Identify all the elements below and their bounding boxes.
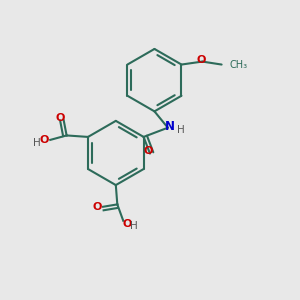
Text: O: O [144,146,153,156]
Text: O: O [56,113,65,124]
Text: N: N [165,120,175,133]
Text: O: O [196,55,206,65]
Text: O: O [39,135,48,145]
Text: H: H [33,138,41,148]
Text: O: O [92,202,102,212]
Text: O: O [122,219,131,229]
Text: H: H [177,125,185,135]
Text: CH₃: CH₃ [229,59,247,70]
Text: H: H [130,221,137,231]
